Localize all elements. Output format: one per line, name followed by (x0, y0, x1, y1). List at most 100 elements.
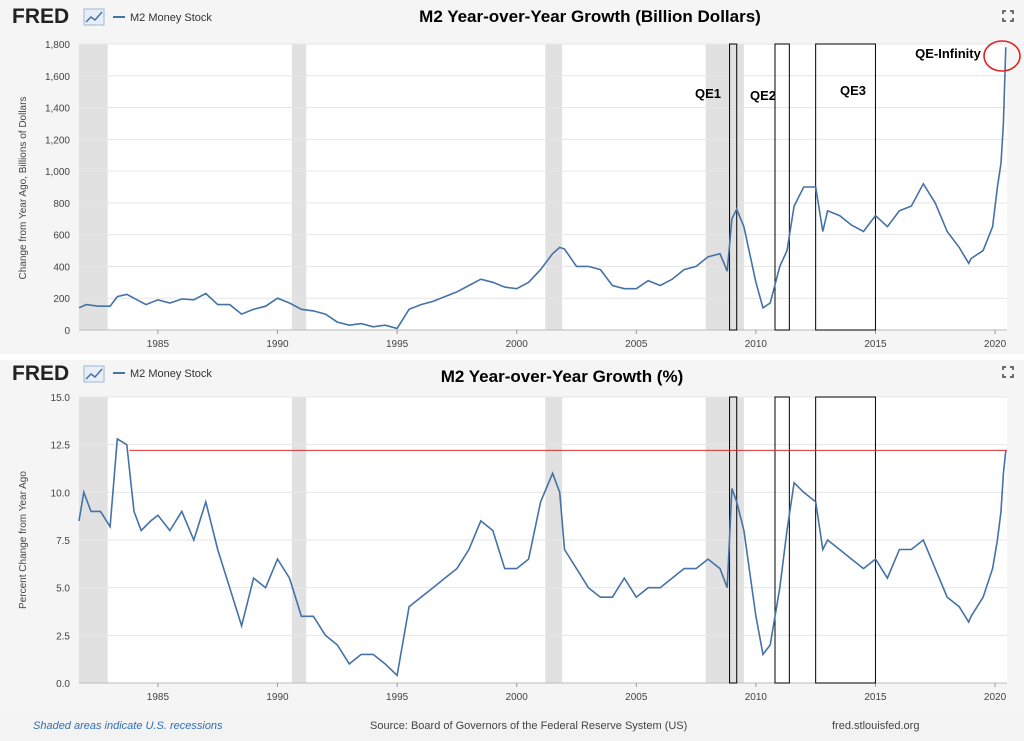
data-point (181, 298, 183, 300)
data-point (396, 674, 398, 676)
data-point (731, 218, 733, 220)
x-tick-label: 1990 (266, 692, 289, 703)
data-point (683, 567, 685, 569)
x-tick-label: 1995 (386, 339, 409, 350)
data-point (695, 567, 697, 569)
y-tick-label: 1,800 (45, 40, 70, 51)
data-point (599, 596, 601, 598)
data-point (551, 253, 553, 255)
data-point (300, 615, 302, 617)
x-tick-label: 2015 (864, 692, 887, 703)
data-point (587, 586, 589, 588)
data-point (769, 644, 771, 646)
data-point (958, 606, 960, 608)
data-point (647, 586, 649, 588)
site-link[interactable]: fred.stlouisfed.org (832, 720, 920, 732)
data-point (492, 529, 494, 531)
data-point (719, 253, 721, 255)
data-point (762, 307, 764, 309)
recession-note: Shaded areas indicate U.S. recessions (33, 720, 223, 732)
x-tick-label: 1995 (386, 692, 409, 703)
fred-logo: FRED (12, 362, 69, 385)
data-point (707, 558, 709, 560)
data-point (324, 634, 326, 636)
recession-band-2 (291, 44, 307, 330)
data-point (126, 443, 128, 445)
x-tick-label: 2000 (506, 692, 529, 703)
data-point (707, 256, 709, 258)
data-point (169, 302, 171, 304)
data-point (109, 525, 111, 527)
data-point (527, 281, 529, 283)
fullscreen-icon[interactable] (1002, 10, 1014, 22)
annotation-qe-infinity: QE-Infinity (915, 46, 981, 61)
data-point (575, 265, 577, 267)
data-point (396, 327, 398, 329)
data-point (468, 548, 470, 550)
data-point (217, 548, 219, 550)
fullscreen-icon[interactable] (1002, 366, 1014, 378)
data-point (1005, 449, 1007, 451)
fred-logo-icon (83, 365, 105, 383)
y-tick-label: 1,000 (45, 167, 70, 178)
recession-band-1 (79, 44, 108, 330)
recession-band-3 (545, 44, 563, 330)
data-point (1002, 472, 1004, 474)
annotation-qe2: QE2 (750, 88, 776, 103)
chart-title: M2 Year-over-Year Growth (Billion Dollar… (419, 7, 761, 26)
x-tick-label: 2020 (984, 339, 1007, 350)
data-point (444, 295, 446, 297)
y-tick-label: 1,600 (45, 72, 70, 83)
y-axis-label: Change from Year Ago, Billions of Dollar… (18, 97, 29, 280)
data-point (599, 268, 601, 270)
data-point (193, 539, 195, 541)
data-point (838, 214, 840, 216)
data-point (384, 663, 386, 665)
x-tick-label: 2000 (506, 339, 529, 350)
top-chart: FRED M2 Money Stock M2 Year-over-Year Gr… (0, 0, 1024, 354)
y-tick-label: 600 (53, 231, 70, 242)
qe-box-qe3 (815, 396, 876, 684)
data-point (276, 297, 278, 299)
data-point (671, 577, 673, 579)
data-point (946, 596, 948, 598)
data-point (803, 491, 805, 493)
data-point (264, 305, 266, 307)
data-point (874, 214, 876, 216)
data-point (348, 663, 350, 665)
y-tick-label: 0.0 (56, 679, 70, 690)
data-point (719, 567, 721, 569)
data-point (743, 226, 745, 228)
data-point (1000, 162, 1002, 164)
data-point (671, 278, 673, 280)
highlight-circle (983, 40, 1021, 72)
series-line-m2-percent (78, 437, 1007, 678)
data-point (228, 586, 230, 588)
data-point (886, 226, 888, 228)
data-point (886, 577, 888, 579)
data-point (276, 558, 278, 560)
data-point (635, 287, 637, 289)
data-point (934, 202, 936, 204)
qe-box-qe2 (774, 396, 790, 684)
data-point (456, 291, 458, 293)
data-point (910, 548, 912, 550)
x-tick-label: 2010 (745, 339, 768, 350)
data-point (480, 520, 482, 522)
data-point (205, 292, 207, 294)
data-point (205, 501, 207, 503)
y-tick-label: 1,400 (45, 104, 70, 115)
data-point (779, 265, 781, 267)
data-point (85, 303, 87, 305)
data-point (683, 268, 685, 270)
data-point (264, 586, 266, 588)
data-point (623, 577, 625, 579)
recession-band-4 (705, 44, 744, 330)
data-point (659, 284, 661, 286)
data-point (1002, 122, 1004, 124)
data-point (822, 548, 824, 550)
y-tick-label: 2.5 (56, 631, 70, 642)
y-tick-label: 7.5 (56, 536, 70, 547)
data-point (83, 491, 85, 493)
